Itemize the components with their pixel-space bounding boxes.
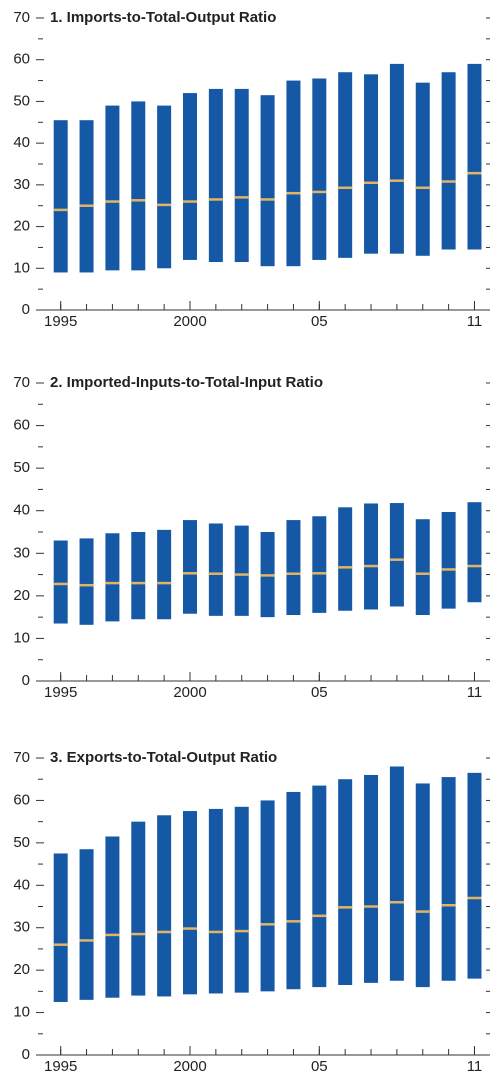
range-bar [441, 72, 456, 250]
range-bar [312, 785, 327, 988]
range-bar [286, 520, 301, 616]
range-bar [183, 520, 197, 614]
x-tick-label: 11 [467, 1058, 483, 1074]
y-tick-label: 20 [13, 587, 30, 604]
range-bar [364, 774, 379, 983]
range-bar [183, 93, 197, 260]
range-bar [53, 853, 68, 1002]
range-bar [208, 88, 223, 263]
range-bar [415, 783, 430, 988]
range-bar [338, 72, 353, 258]
y-tick-label: 20 [13, 218, 30, 235]
range-bar [183, 811, 197, 995]
y-tick-label: 70 [13, 749, 30, 766]
x-tick-label: 05 [311, 684, 328, 701]
range-bar [234, 806, 249, 993]
y-tick-label: 50 [13, 834, 30, 851]
y-tick-label: 0 [22, 1046, 30, 1063]
x-tick-label: 2000 [173, 313, 206, 330]
y-tick-label: 70 [13, 374, 30, 391]
y-tick-label: 0 [22, 301, 30, 318]
y-tick-label: 60 [13, 417, 30, 434]
x-tick-label: 1995 [44, 313, 77, 330]
range-bar [234, 88, 249, 263]
y-tick-label: 30 [13, 544, 30, 561]
range-bar [105, 836, 120, 998]
x-tick-label: 1995 [44, 684, 77, 701]
range-bar [364, 503, 379, 610]
range-bar [157, 815, 172, 997]
x-tick-label: 11 [467, 684, 483, 701]
range-bar [312, 78, 327, 260]
y-tick-label: 20 [13, 961, 30, 978]
range-bar [260, 800, 275, 992]
x-tick-label: 11 [467, 313, 483, 330]
x-tick-label: 05 [311, 313, 328, 330]
panel-title: 3. Exports-to-Total-Output Ratio [50, 749, 277, 766]
range-bar [441, 777, 456, 981]
y-tick-label: 40 [13, 134, 30, 151]
range-bar [467, 63, 482, 250]
range-bar [79, 538, 94, 625]
range-bar [157, 105, 172, 269]
panel-title: 1. Imports-to-Total-Output Ratio [50, 9, 276, 26]
range-bar [79, 120, 94, 273]
range-bar [389, 503, 404, 607]
range-bar [53, 120, 68, 273]
range-bar [415, 82, 430, 256]
range-bar [234, 525, 249, 616]
range-bar [105, 533, 120, 622]
y-tick-label: 40 [13, 876, 30, 893]
range-bar [53, 540, 68, 624]
range-bar [467, 502, 482, 603]
range-bar [79, 849, 94, 1000]
range-bar [208, 523, 223, 616]
range-bar [131, 101, 146, 271]
range-bar [467, 772, 482, 979]
panel-title: 2. Imported-Inputs-to-Total-Input Ratio [50, 374, 323, 391]
y-tick-label: 60 [13, 791, 30, 808]
x-tick-label: 05 [311, 1058, 328, 1074]
y-tick-label: 0 [22, 672, 30, 689]
x-tick-label: 2000 [173, 1058, 206, 1074]
y-tick-label: 10 [13, 629, 30, 646]
range-bar [131, 821, 146, 996]
range-bar [338, 779, 353, 985]
y-tick-label: 30 [13, 176, 30, 193]
y-tick-label: 60 [13, 51, 30, 68]
x-tick-label: 1995 [44, 1058, 77, 1074]
range-bar [286, 791, 301, 990]
y-tick-label: 70 [13, 9, 30, 26]
range-bar [415, 519, 430, 616]
y-tick-label: 40 [13, 502, 30, 519]
y-tick-label: 50 [13, 92, 30, 109]
y-tick-label: 10 [13, 1004, 30, 1021]
range-bar [260, 95, 275, 267]
range-bar [312, 516, 327, 613]
x-tick-label: 2000 [173, 684, 206, 701]
range-bar [389, 766, 404, 981]
range-bar [131, 532, 146, 620]
y-tick-label: 30 [13, 919, 30, 936]
range-bar [157, 529, 172, 620]
y-tick-label: 10 [13, 259, 30, 276]
range-bar [286, 80, 301, 267]
range-bar [364, 74, 379, 254]
y-tick-label: 50 [13, 459, 30, 476]
range-bar [105, 105, 120, 271]
range-bar [441, 511, 456, 609]
range-bar [208, 808, 223, 994]
range-bar [338, 507, 353, 611]
range-bar [389, 63, 404, 254]
